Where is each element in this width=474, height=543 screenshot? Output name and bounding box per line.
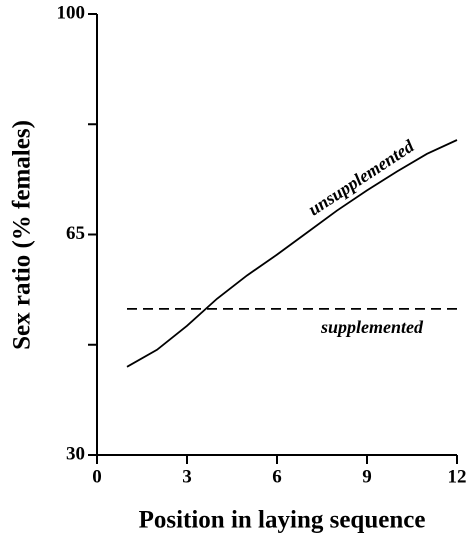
x-axis-label: Position in laying sequence	[139, 507, 426, 534]
x-tick-label: 6	[272, 466, 282, 487]
x-tick-label: 3	[182, 466, 192, 487]
series-annotation: supplemented	[320, 317, 424, 337]
x-tick-label: 9	[362, 466, 372, 487]
y-tick-label: 65	[66, 223, 85, 244]
x-tick-label: 12	[448, 466, 467, 487]
y-axis-label: Sex ratio (% females)	[9, 120, 36, 350]
series-line	[126, 139, 458, 368]
y-tick-label: 100	[57, 2, 86, 23]
x-tick-label: 0	[92, 466, 102, 487]
y-tick-label: 30	[66, 443, 85, 464]
series-annotation: unsupplemented	[304, 135, 418, 219]
